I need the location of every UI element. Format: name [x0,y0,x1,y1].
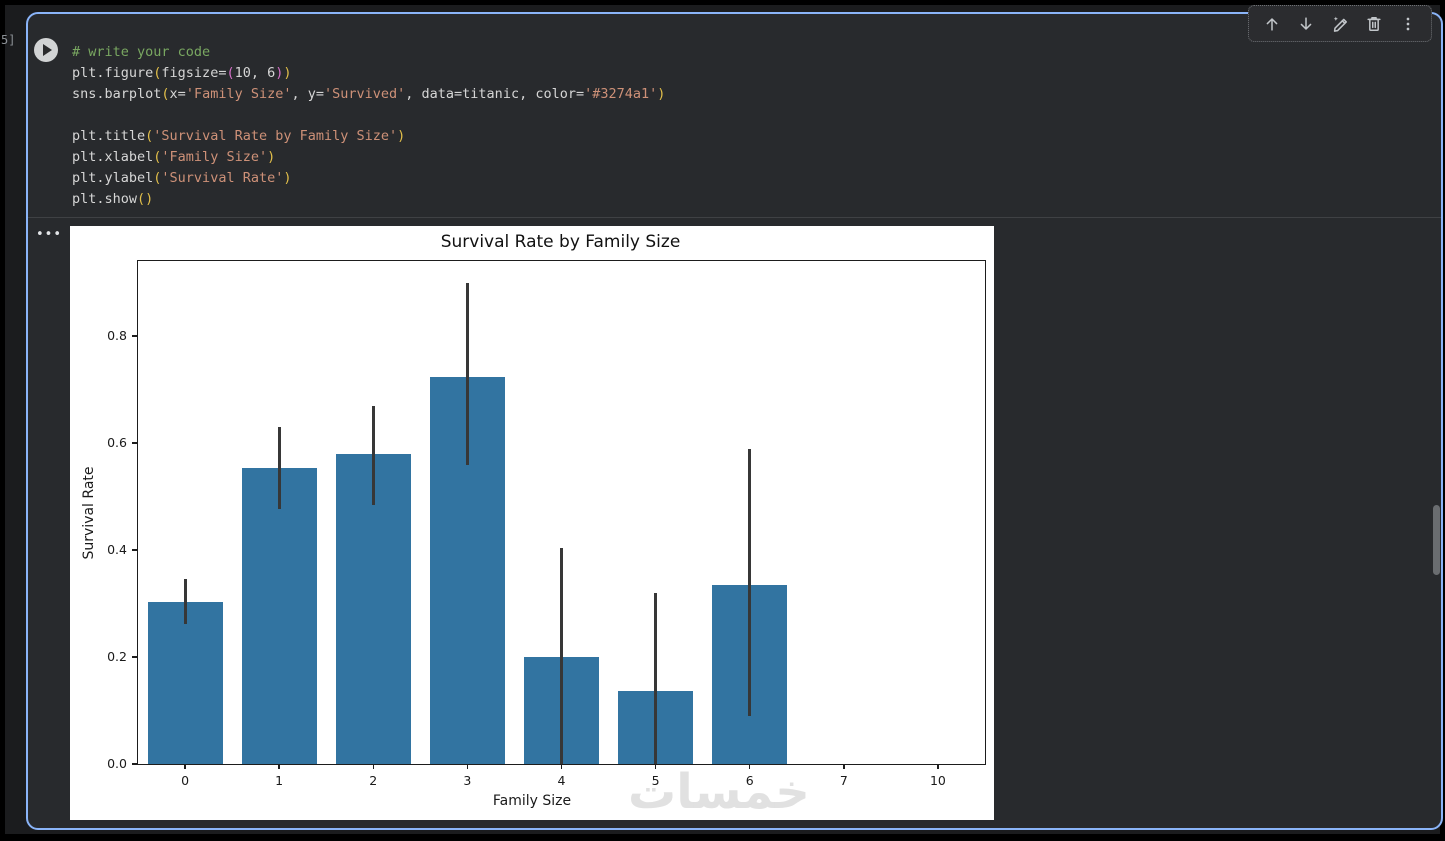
x-tick-mark [466,764,469,769]
chart-axes: Survival Rate 0 1 2 3 4 5 6 7 10 0.0 0.2 0.4 0.6 0.8 [81,260,986,788]
code-line: plt.figure(figsize=(10, 6)) [72,65,292,81]
code-cell: # write your code plt.figure(figsize=(10,… [26,12,1443,830]
x-tick-mark [937,764,939,769]
bar-family-size-1 [241,468,317,764]
x-tick-label: 0 [181,773,190,788]
error-bar-family-size-5 [654,592,658,764]
chart-title: Survival Rate by Family Size [440,232,681,252]
chart-x-axis-label: Family Size [492,793,572,809]
error-bar-family-size-3 [465,283,469,466]
y-tick-mark [132,549,137,551]
cell-toolbar [1248,5,1432,42]
x-tick-mark [278,764,280,769]
x-tick-label: 4 [557,773,566,788]
error-bar-family-size-2 [371,406,375,505]
trash-icon [1367,16,1381,31]
cell-divider [28,217,1441,218]
more-cell-actions-button[interactable] [1397,13,1419,35]
bar-family-size-0 [147,601,223,764]
error-bar-family-size-4 [560,547,563,764]
x-tick-mark [560,764,563,769]
y-tick-mark [132,656,137,658]
x-tick-label: 10 [929,773,946,788]
code-content[interactable]: # write your code plt.figure(figsize=(10,… [72,42,1431,210]
x-tick-mark [654,764,657,769]
code-line: plt.ylabel('Survival Rate') [72,170,292,186]
error-bar-family-size-0 [183,578,187,625]
x-tick-label: 3 [463,773,472,788]
run-cell-button[interactable] [34,38,58,62]
x-tick-label: 7 [839,773,848,788]
x-tick-label: 1 [275,773,284,788]
x-tick-label: 6 [745,773,754,788]
y-tick-label: 0.0 [107,756,127,771]
chart-figure: Survival Rate by Family Size Survival Ra… [70,226,994,820]
x-tick-mark [184,764,186,769]
arrow-up-icon [1266,17,1278,31]
code-line: plt.xlabel('Family Size') [72,149,276,165]
scrollbar-thumb[interactable] [1433,505,1440,575]
execution-count: 5] [1,33,16,47]
y-tick-label: 0.4 [107,541,127,557]
x-tick-mark [372,764,375,769]
y-tick-label: 0.2 [107,648,127,664]
x-tick-mark [843,764,845,769]
y-tick-mark [132,442,137,444]
play-icon [43,44,52,56]
arrow-down-icon [1300,16,1312,30]
code-line [72,105,1431,126]
cell-output-area: ••• Survival Rate by Family Size Surviva… [28,218,1441,828]
bar-family-size-2 [335,454,411,764]
delete-cell-button[interactable] [1363,13,1385,35]
move-cell-down-button[interactable] [1295,13,1317,35]
code-line: # write your code [72,44,211,60]
code-line: plt.title('Survival Rate by Family Size'… [72,128,406,144]
x-tick-mark [748,764,751,769]
y-tick-mark [132,335,137,337]
y-tick-label: 0.6 [107,434,127,450]
code-editor[interactable]: # write your code plt.figure(figsize=(10,… [28,14,1441,217]
move-cell-up-button[interactable] [1261,13,1283,35]
kebab-menu-icon [1406,17,1410,30]
error-bar-family-size-6 [748,449,752,716]
x-tick-label: 5 [651,773,660,788]
pencil-sparkle-icon [1333,16,1347,32]
y-tick-label: 0.8 [107,327,127,343]
code-line: plt.show() [72,191,154,207]
x-tick-label: 2 [369,773,378,788]
error-bar-family-size-1 [277,426,281,510]
edit-with-ai-button[interactable] [1329,13,1351,35]
code-line: sns.barplot(x='Family Size', y='Survived… [72,86,666,102]
y-tick-mark [132,763,137,765]
output-options-button[interactable]: ••• [36,227,63,242]
